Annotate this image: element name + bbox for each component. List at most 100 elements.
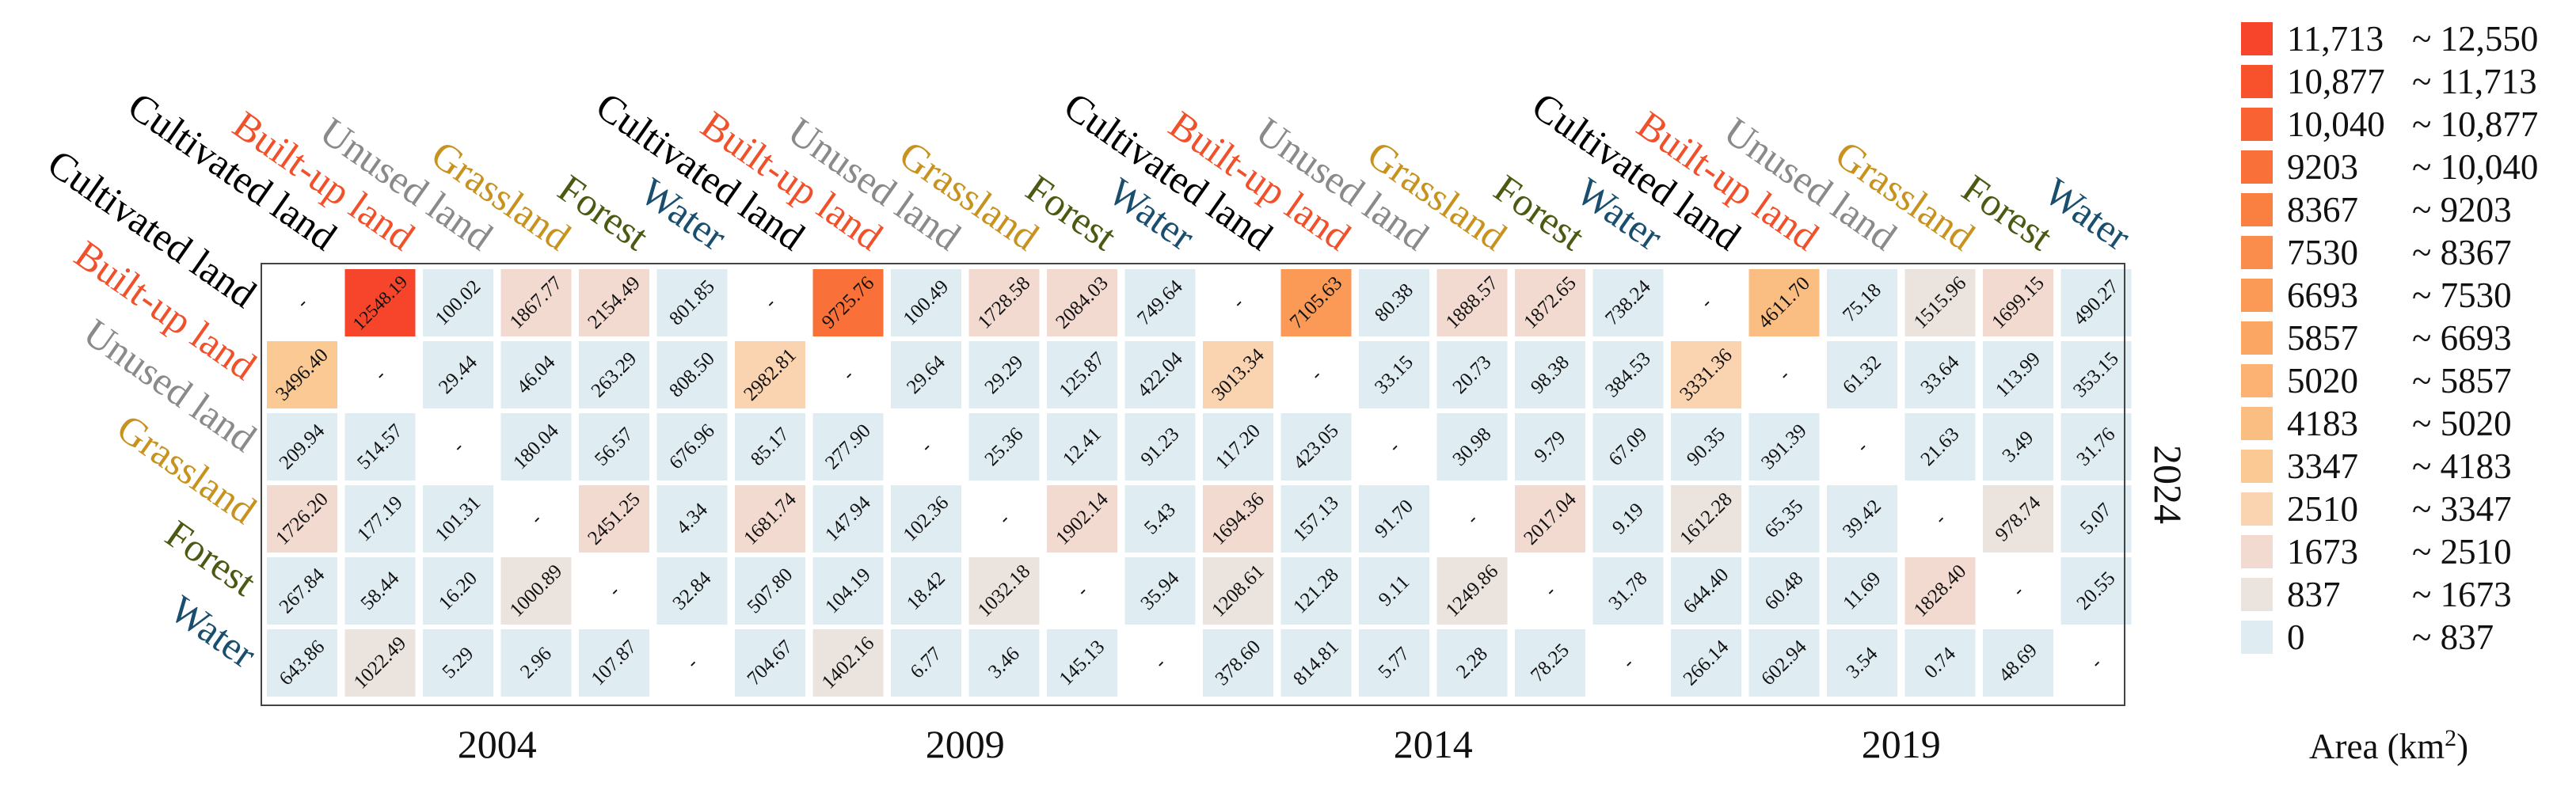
legend-high-13: ~ 2510 [2412, 532, 2512, 572]
cell-2009-r2-c3-fill [891, 341, 961, 408]
cell-2009-r1-c5-fill [1047, 269, 1117, 336]
cell-2019-r1-c2-fill [1748, 269, 1820, 336]
cell-2009-r5-c6-fill [1124, 557, 1196, 625]
legend-low-2: 10,877 [2287, 62, 2385, 101]
legend-high-15: ~ 837 [2412, 617, 2494, 657]
cell-2009-r6-c5-fill [1047, 629, 1117, 697]
cell-2019-r5-c6-fill [2060, 557, 2132, 625]
cell-2009-r2-c5-fill [1047, 341, 1117, 408]
cell-2019-r5-c2-fill [1748, 557, 1820, 625]
legend-swatch-14 [2241, 578, 2273, 611]
cell-2004-r5-c5-value: - [604, 581, 624, 601]
cell-2004-r3-c2-fill [344, 413, 416, 480]
cell-2004-r1-c1-value: - [292, 293, 312, 313]
cell-2004-r2-c3-fill [423, 341, 493, 408]
col-header-2009-forest: Forest [1018, 165, 1125, 259]
cell-2004-r6-c5-fill [579, 629, 649, 697]
cell-2014-r3-c5-fill [1515, 413, 1585, 480]
cell-2009-r4-c6-fill [1124, 485, 1196, 553]
cell-2014-r1-c3-fill [1359, 269, 1429, 336]
cell-2019-r4-c5-fill [1983, 485, 2053, 553]
legend-swatch-11 [2241, 450, 2273, 483]
cell-2009-r6-c1-fill [735, 629, 805, 697]
legend-high-10: ~ 5020 [2412, 404, 2512, 443]
cell-2014-r5-c2-fill [1280, 557, 1352, 625]
cell-2009-r3-c1-fill [735, 413, 805, 480]
cell-2014-r2-c1-fill [1203, 341, 1273, 408]
cell-2014-r4-c5-fill [1515, 485, 1585, 553]
cell-2004-r4-c3-fill [423, 485, 493, 553]
cell-2009-r3-c2-fill [812, 413, 884, 480]
cell-2009-r5-c5-value: - [1072, 581, 1092, 601]
legend-high-11: ~ 4183 [2412, 446, 2512, 486]
cell-2004-r5-c6-fill [656, 557, 728, 625]
cell-2004-r2-c6-fill [656, 341, 728, 408]
cell-2014-r2-c6-fill [1592, 341, 1664, 408]
cell-2004-r5-c4-fill [500, 557, 572, 625]
cell-2019-r1-c1-value: - [1696, 293, 1716, 313]
cell-2019-r5-c5-value: - [2008, 581, 2028, 601]
cell-2004-r5-c3-fill [423, 557, 493, 625]
cell-2004-r6-c6-value: - [683, 653, 702, 673]
cell-2004-r2-c4-fill [500, 341, 572, 408]
cell-2004-r3-c6-fill [656, 413, 728, 480]
cell-2004-r1-c3-fill [423, 269, 493, 336]
cell-2019-r5-c3-fill [1827, 557, 1897, 625]
cell-2004-r1-c5-fill [579, 269, 649, 336]
cell-2004-r6-c1-fill [267, 629, 337, 697]
legend-swatch-6 [2241, 236, 2273, 269]
cell-2019-r2-c2-value: - [1775, 365, 1794, 385]
legend-high-9: ~ 5857 [2412, 361, 2512, 401]
cell-2009-r5-c3-fill [891, 557, 961, 625]
legend-high-5: ~ 9203 [2412, 190, 2512, 230]
row-header-water: Water [162, 587, 264, 677]
cell-2019-r6-c4-fill [1904, 629, 1976, 697]
cell-2014-r6-c2-fill [1280, 629, 1352, 697]
legend-swatch-9 [2241, 364, 2273, 397]
legend-swatch-13 [2241, 535, 2273, 568]
cell-2019-r2-c5-fill [1983, 341, 2053, 408]
cell-2019-r4-c6-fill [2060, 485, 2132, 553]
cell-2004-r2-c1-fill [267, 341, 337, 408]
cell-2014-r4-c2-fill [1280, 485, 1352, 553]
cell-2009-r5-c2-fill [812, 557, 884, 625]
legend-swatch-10 [2241, 407, 2273, 440]
cell-2009-r4-c1-fill [735, 485, 805, 553]
cell-2009-r2-c2-value: - [839, 365, 858, 385]
legend-high-4: ~ 10,040 [2412, 147, 2538, 187]
period-label-2014: 2014 [1394, 722, 1473, 766]
legend-high-6: ~ 8367 [2412, 233, 2512, 272]
legend-low-11: 3347 [2287, 446, 2358, 486]
cell-2019-r2-c6-fill [2060, 341, 2132, 408]
legend-swatch-4 [2241, 150, 2273, 184]
cell-2014-r4-c1-fill [1203, 485, 1273, 553]
legend-high-2: ~ 11,713 [2412, 62, 2537, 101]
cell-2014-r2-c4-fill [1436, 341, 1508, 408]
cell-2004-r6-c4-fill [500, 629, 572, 697]
cell-2009-r1-c4-fill [968, 269, 1040, 336]
cell-2019-r3-c3-value: - [1852, 437, 1872, 457]
legend-low-6: 7530 [2287, 233, 2358, 272]
legend-swatch-15 [2241, 621, 2273, 654]
legend-low-15: 0 [2287, 617, 2305, 657]
right-year-label: 2024 [2146, 445, 2190, 524]
cell-2009-r2-c4-fill [968, 341, 1040, 408]
cell-2009-r4-c2-fill [812, 485, 884, 553]
cell-2014-r6-c4-fill [1436, 629, 1508, 697]
cell-2009-r3-c4-fill [968, 413, 1040, 480]
cell-2014-r6-c3-fill [1359, 629, 1429, 697]
legend-low-3: 10,040 [2287, 104, 2385, 144]
period-label-2019: 2019 [1862, 722, 1941, 766]
cell-2009-r1-c1-value: - [760, 293, 780, 313]
cell-2019-r1-c3-fill [1827, 269, 1897, 336]
cell-2009-r6-c4-fill [968, 629, 1040, 697]
cell-2019-r6-c3-fill [1827, 629, 1897, 697]
cell-2014-r1-c2-fill [1280, 269, 1352, 336]
cell-2014-r5-c5-value: - [1540, 581, 1560, 601]
legend-high-1: ~ 12,550 [2412, 19, 2538, 59]
cell-2004-r1-c2-fill [344, 269, 416, 336]
legend-swatch-8 [2241, 321, 2273, 355]
cell-2014-r4-c4-value: - [1463, 509, 1482, 529]
cell-2019-r3-c5-fill [1983, 413, 2053, 480]
